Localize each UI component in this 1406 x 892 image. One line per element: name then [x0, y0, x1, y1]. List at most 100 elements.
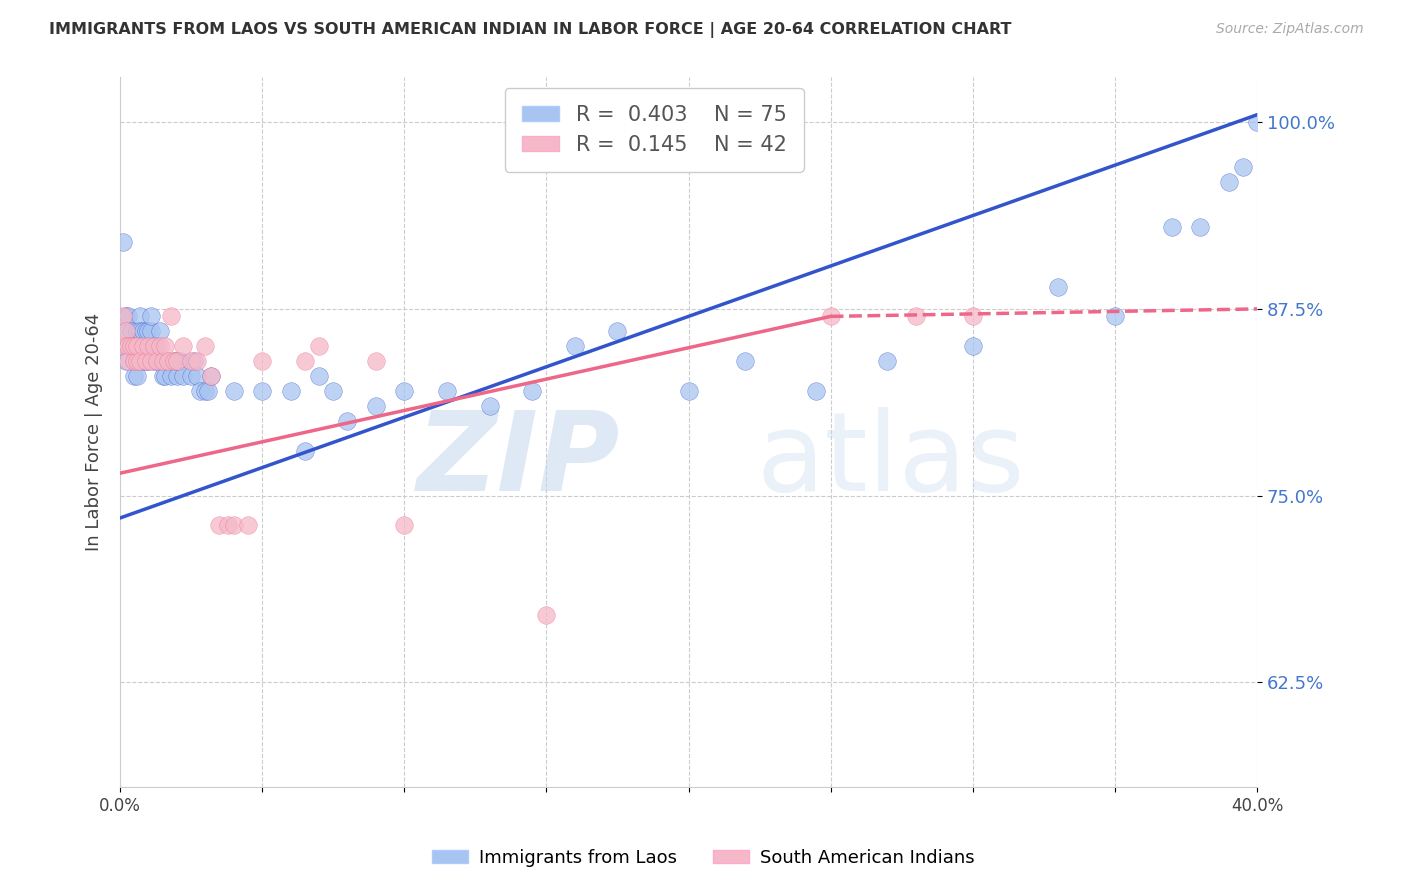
Point: [146, 339, 169, 353]
Point: [1104, 310, 1126, 324]
Point: [146, 354, 169, 368]
Point: [141, 310, 163, 324]
Point: [180, 354, 202, 368]
Point: [236, 518, 259, 533]
Point: [114, 354, 136, 368]
Text: Source: ZipAtlas.com: Source: ZipAtlas.com: [1216, 22, 1364, 37]
Point: [217, 518, 239, 533]
Point: [308, 339, 330, 353]
Point: [183, 354, 205, 368]
Point: [128, 310, 150, 324]
Point: [194, 339, 217, 353]
Point: [117, 339, 139, 353]
Point: [820, 310, 842, 324]
Point: [169, 354, 191, 368]
Point: [128, 324, 150, 338]
Point: [146, 354, 169, 368]
Point: [152, 354, 174, 368]
Point: [131, 339, 153, 353]
Point: [180, 369, 202, 384]
Point: [520, 384, 543, 398]
Point: [160, 310, 183, 324]
Point: [1246, 115, 1268, 129]
Point: [364, 399, 387, 413]
Point: [141, 354, 163, 368]
Point: [138, 354, 160, 368]
Point: [172, 369, 194, 384]
Legend: Immigrants from Laos, South American Indians: Immigrants from Laos, South American Ind…: [425, 842, 981, 874]
Point: [149, 324, 172, 338]
Point: [125, 339, 148, 353]
Legend: R =  0.403    N = 75, R =  0.145    N = 42: R = 0.403 N = 75, R = 0.145 N = 42: [505, 87, 804, 171]
Point: [200, 369, 222, 384]
Point: [157, 354, 180, 368]
Point: [962, 310, 984, 324]
Point: [166, 369, 188, 384]
Point: [138, 339, 160, 353]
Point: [155, 369, 177, 384]
Point: [294, 354, 316, 368]
Point: [904, 310, 927, 324]
Point: [250, 384, 273, 398]
Point: [1232, 160, 1254, 174]
Point: [678, 384, 700, 398]
Text: IMMIGRANTS FROM LAOS VS SOUTH AMERICAN INDIAN IN LABOR FORCE | AGE 20-64 CORRELA: IMMIGRANTS FROM LAOS VS SOUTH AMERICAN I…: [49, 22, 1012, 38]
Point: [394, 384, 416, 398]
Point: [152, 369, 174, 384]
Point: [806, 384, 828, 398]
Point: [166, 354, 188, 368]
Point: [197, 384, 219, 398]
Point: [734, 354, 756, 368]
Point: [117, 310, 139, 324]
Point: [125, 339, 148, 353]
Point: [111, 235, 134, 249]
Point: [1160, 219, 1182, 234]
Point: [122, 339, 145, 353]
Point: [152, 354, 174, 368]
Point: [125, 354, 148, 368]
Point: [280, 384, 302, 398]
Point: [122, 354, 145, 368]
Point: [131, 339, 153, 353]
Point: [122, 369, 145, 384]
Point: [131, 354, 153, 368]
Point: [135, 354, 157, 368]
Point: [962, 339, 984, 353]
Point: [143, 354, 166, 368]
Point: [436, 384, 458, 398]
Point: [155, 339, 177, 353]
Point: [478, 399, 501, 413]
Y-axis label: In Labor Force | Age 20-64: In Labor Force | Age 20-64: [86, 313, 103, 551]
Point: [138, 339, 160, 353]
Point: [143, 339, 166, 353]
Point: [138, 324, 160, 338]
Point: [1047, 279, 1070, 293]
Point: [111, 310, 134, 324]
Point: [606, 324, 628, 338]
Point: [200, 369, 222, 384]
Point: [131, 324, 153, 338]
Point: [149, 354, 172, 368]
Point: [172, 339, 194, 353]
Point: [294, 443, 316, 458]
Point: [143, 339, 166, 353]
Point: [117, 324, 139, 338]
Point: [536, 608, 558, 623]
Point: [120, 324, 142, 338]
Point: [186, 369, 208, 384]
Point: [122, 339, 145, 353]
Point: [120, 339, 142, 353]
Point: [876, 354, 898, 368]
Point: [564, 339, 586, 353]
Point: [125, 324, 148, 338]
Text: ZIP: ZIP: [416, 407, 620, 514]
Point: [114, 310, 136, 324]
Point: [166, 354, 188, 368]
Point: [160, 369, 183, 384]
Point: [117, 339, 139, 353]
Point: [364, 354, 387, 368]
Point: [194, 384, 217, 398]
Point: [135, 354, 157, 368]
Point: [122, 354, 145, 368]
Point: [125, 369, 148, 384]
